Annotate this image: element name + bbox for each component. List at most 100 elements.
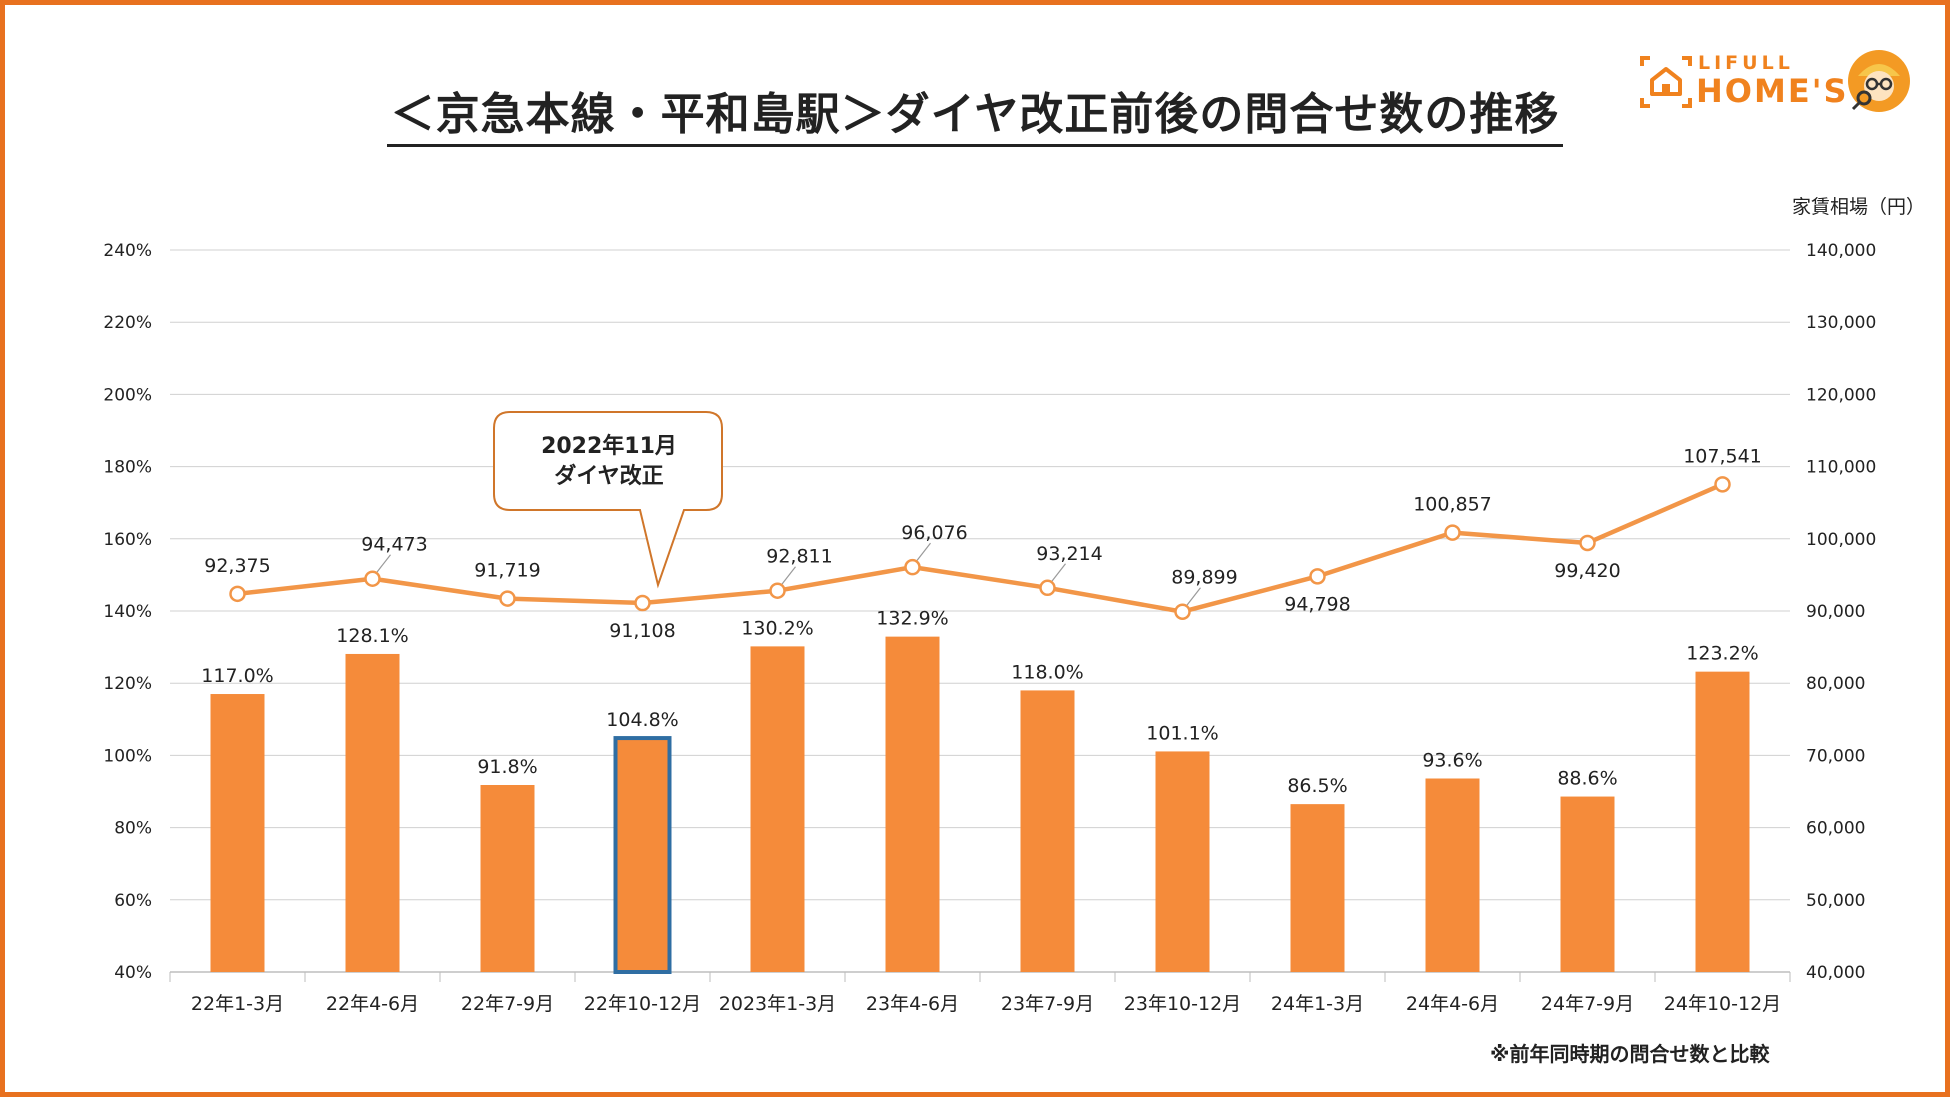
x-category-label: 24年10-12月 [1664, 993, 1781, 1015]
y-left-tick-label: 100% [103, 746, 152, 766]
y-right-tick-label: 60,000 [1806, 819, 1865, 839]
x-category-label: 23年4-6月 [866, 993, 959, 1015]
rent-value-label: 94,798 [1284, 593, 1350, 615]
logo-homes-text: HOME'S [1696, 72, 1849, 110]
rent-point [1444, 524, 1461, 541]
y-right-tick-label: 70,000 [1806, 746, 1865, 766]
mascot-icon [1848, 50, 1910, 112]
rent-value-label: 96,076 [901, 522, 967, 544]
y-right-tick-label: 120,000 [1806, 385, 1876, 405]
right-axis-title: 家賃相場（円） [1792, 196, 1926, 218]
bar-value-label: 117.0% [201, 665, 273, 687]
y-left-tick-label: 140% [103, 602, 152, 622]
house-logo-icon [1640, 56, 1692, 108]
x-category-label: 22年4-6月 [326, 993, 419, 1015]
x-category-label: 24年1-3月 [1271, 993, 1364, 1015]
bar [1560, 796, 1615, 972]
rent-point [1309, 568, 1326, 585]
label-leader-line [376, 554, 391, 574]
footnote: ※前年同時期の問合せ数と比較 [1490, 1042, 1770, 1066]
label-leader-line [916, 542, 931, 562]
rent-value-label: 89,899 [1171, 567, 1237, 589]
bar-value-label: 93.6% [1422, 750, 1482, 772]
bar-value-label: 104.8% [606, 709, 678, 731]
title-text: ＜京急本線・平和島駅＞ダイヤ改正前後の問合せ数の推移 [386, 89, 1564, 147]
page-title: ＜京急本線・平和島駅＞ダイヤ改正前後の問合せ数の推移 [0, 78, 1950, 147]
rent-line [237, 482, 1724, 614]
y-right-tick-label: 80,000 [1806, 674, 1865, 694]
bar [1425, 778, 1480, 972]
bar-value-label: 123.2% [1686, 643, 1758, 665]
x-category-label: 23年7-9月 [1001, 993, 1094, 1015]
y-right-tick-label: 50,000 [1806, 891, 1865, 911]
rent-value-label: 99,420 [1554, 560, 1620, 582]
y-left-tick-label: 160% [103, 530, 152, 550]
bar-value-label: 128.1% [336, 625, 408, 647]
bar [480, 785, 535, 972]
bar [1290, 804, 1345, 972]
y-right-tick-label: 130,000 [1806, 313, 1876, 333]
rent-point [634, 594, 651, 612]
rent-point [1174, 603, 1191, 620]
bar-value-label: 101.1% [1146, 722, 1218, 744]
brand-logo: LIFULL HOME'S [1632, 46, 1912, 116]
y-left-tick-label: 180% [103, 458, 152, 478]
rent-value-label: 92,375 [204, 555, 270, 577]
callout-line1: 2022年11月 [541, 434, 677, 459]
y-left-tick-label: 120% [103, 674, 152, 694]
bar [1695, 671, 1750, 972]
x-category-label: 22年10-12月 [584, 993, 701, 1015]
x-category-label: 24年4-6月 [1406, 993, 1499, 1015]
rent-point [1714, 476, 1731, 493]
bar-value-label: 88.6% [1557, 768, 1617, 790]
label-leader-line [1051, 563, 1066, 583]
rent-point [1039, 579, 1056, 597]
rent-point [769, 582, 786, 599]
label-leader-line [781, 566, 796, 586]
bar-value-label: 86.5% [1287, 775, 1347, 797]
rent-value-label: 92,811 [766, 546, 832, 568]
y-right-tick-label: 90,000 [1806, 602, 1865, 622]
y-left-tick-label: 200% [103, 385, 152, 405]
rent-point [364, 570, 381, 587]
rent-point [499, 590, 516, 607]
bar [210, 694, 265, 972]
x-category-label: 22年1-3月 [191, 993, 284, 1015]
y-right-tick-label: 140,000 [1806, 241, 1876, 261]
rent-value-label: 94,473 [361, 534, 427, 556]
rent-point [229, 585, 246, 603]
bar-highlighted [613, 736, 672, 975]
x-category-label: 22年7-9月 [461, 993, 554, 1015]
callout-bubble [493, 411, 723, 589]
bar [885, 636, 940, 972]
x-category-label: 23年10-12月 [1124, 993, 1241, 1015]
rent-value-label: 107,541 [1683, 445, 1762, 467]
rent-value-label: 91,108 [609, 620, 675, 642]
y-left-tick-label: 40% [114, 963, 152, 983]
rent-value-label: 93,214 [1036, 543, 1102, 565]
bar [1020, 690, 1075, 972]
bar-value-label: 130.2% [741, 617, 813, 639]
callout-line2: ダイヤ改正 [554, 464, 664, 489]
bar [345, 653, 400, 972]
x-category-label: 24年7-9月 [1541, 993, 1634, 1015]
label-leader-line [1186, 587, 1201, 607]
rent-value-label: 91,719 [474, 560, 540, 582]
y-left-tick-label: 240% [103, 241, 152, 261]
bar [750, 646, 805, 972]
y-right-tick-label: 100,000 [1806, 530, 1876, 550]
bar [1155, 751, 1210, 972]
y-left-tick-label: 80% [114, 819, 152, 839]
y-left-tick-label: 60% [114, 891, 152, 911]
y-left-tick-label: 220% [103, 313, 152, 333]
rent-value-label: 100,857 [1413, 494, 1492, 516]
bar-value-label: 118.0% [1011, 661, 1083, 683]
bar-value-label: 91.8% [477, 756, 537, 778]
bar-value-label: 132.9% [876, 608, 948, 630]
y-right-tick-label: 40,000 [1806, 963, 1865, 983]
y-right-tick-label: 110,000 [1806, 458, 1876, 478]
callout-text: 2022年11月 ダイヤ改正 [498, 432, 720, 492]
rent-point [904, 558, 921, 576]
